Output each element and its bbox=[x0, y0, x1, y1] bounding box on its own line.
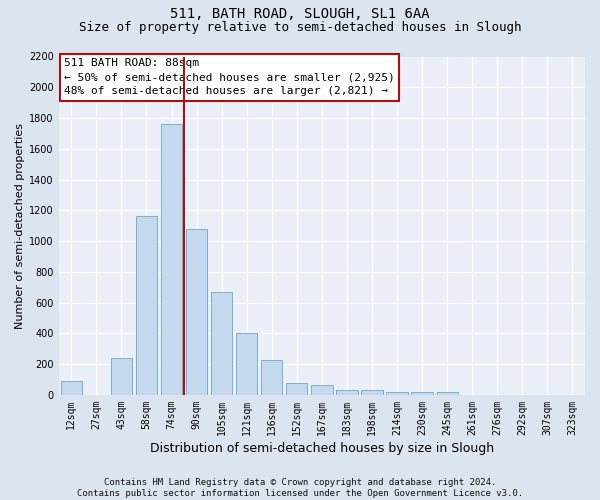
Bar bbox=[361, 390, 383, 395]
Text: 511 BATH ROAD: 88sqm
← 50% of semi-detached houses are smaller (2,925)
48% of se: 511 BATH ROAD: 88sqm ← 50% of semi-detac… bbox=[64, 58, 395, 96]
Bar bbox=[111, 358, 132, 395]
Text: 511, BATH ROAD, SLOUGH, SL1 6AA: 511, BATH ROAD, SLOUGH, SL1 6AA bbox=[170, 8, 430, 22]
Bar bbox=[311, 385, 332, 395]
Bar bbox=[437, 392, 458, 395]
Text: Size of property relative to semi-detached houses in Slough: Size of property relative to semi-detach… bbox=[79, 21, 521, 34]
X-axis label: Distribution of semi-detached houses by size in Slough: Distribution of semi-detached houses by … bbox=[150, 442, 494, 455]
Bar bbox=[136, 216, 157, 395]
Bar bbox=[336, 390, 358, 395]
Bar bbox=[261, 360, 283, 395]
Bar bbox=[211, 292, 232, 395]
Bar bbox=[412, 392, 433, 395]
Bar bbox=[161, 124, 182, 395]
Bar bbox=[386, 392, 408, 395]
Bar bbox=[186, 229, 207, 395]
Bar bbox=[236, 334, 257, 395]
Bar bbox=[61, 381, 82, 395]
Text: Contains HM Land Registry data © Crown copyright and database right 2024.
Contai: Contains HM Land Registry data © Crown c… bbox=[77, 478, 523, 498]
Y-axis label: Number of semi-detached properties: Number of semi-detached properties bbox=[15, 122, 25, 328]
Bar bbox=[286, 382, 307, 395]
